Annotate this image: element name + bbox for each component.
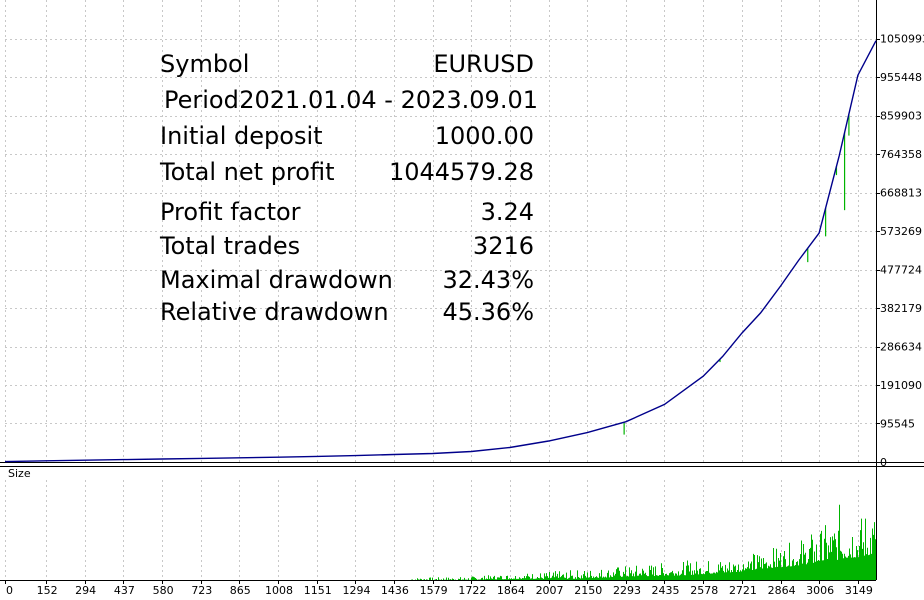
stat-value: EURUSD (433, 50, 534, 78)
y-tick-label: 955448 (880, 71, 922, 84)
x-tick-label: 2578 (690, 584, 718, 597)
x-tick-label: 2864 (768, 584, 796, 597)
y-tick-label: 286634 (880, 341, 922, 354)
stat-label: Relative drawdown (160, 298, 389, 326)
y-tick-label: 668813 (880, 187, 922, 200)
y-tick-label: 859903 (880, 110, 922, 123)
x-tick-label: 1008 (265, 584, 293, 597)
stat-value: 45.36% (442, 298, 534, 326)
stat-value: 2021.01.04 - 2023.09.01 (239, 86, 538, 114)
x-tick-labels: 0 152 294 437 580 723 865 1008 1151 1294 1436 1579 1… (5, 580, 873, 597)
x-tick-label: 865 (230, 584, 251, 597)
x-tick-label: 152 (37, 584, 58, 597)
stat-label: Profit factor (160, 198, 301, 226)
x-tick-label: 1436 (381, 584, 409, 597)
stat-value: 3216 (472, 232, 534, 260)
x-tick-label: 723 (191, 584, 212, 597)
stat-value: 1044579.28 (388, 158, 534, 186)
stat-value: 32.43% (442, 266, 534, 294)
x-tick-label: 1722 (458, 584, 486, 597)
stat-label: Period (164, 86, 239, 114)
x-tick-label: 1294 (342, 584, 370, 597)
stat-label: Maximal drawdown (160, 266, 393, 294)
balance-line (4, 40, 877, 463)
grid-lines (5, 0, 876, 580)
x-tick-label: 3006 (806, 584, 834, 597)
x-tick-label: 1579 (420, 584, 448, 597)
size-panel-title: Size (8, 467, 31, 480)
y-tick-label: 382179 (880, 302, 922, 315)
x-tick-label: 2007 (536, 584, 564, 597)
y-tick-label: 573269 (880, 225, 922, 238)
x-tick-label: 0 (6, 584, 13, 597)
y-tick-label: 764358 (880, 148, 922, 161)
y-tick-labels: 0 95545 191090 286634 382179 477724 573269 6688… (876, 33, 924, 469)
x-tick-label: 437 (114, 584, 135, 597)
stat-label: Symbol (160, 50, 250, 78)
x-tick-label: 1151 (304, 584, 332, 597)
x-tick-label: 2150 (574, 584, 602, 597)
x-tick-label: 294 (75, 584, 96, 597)
x-tick-label: 3149 (845, 584, 873, 597)
x-tick-label: 2721 (729, 584, 757, 597)
stat-row-symbol: Symbol EURUSD (160, 50, 540, 84)
axes (0, 0, 924, 581)
y-tick-label: 191090 (880, 379, 922, 392)
x-tick-label: 2293 (613, 584, 641, 597)
stat-label: Total net profit (160, 158, 335, 186)
x-tick-label: 1864 (497, 584, 525, 597)
y-tick-label: 95545 (880, 417, 915, 430)
y-tick-label: 477724 (880, 264, 922, 277)
stat-label: Initial deposit (160, 122, 323, 150)
stat-row-initial-deposit: Initial deposit 1000.00 (160, 122, 540, 156)
y-tick-label: 0 (880, 456, 887, 469)
series-lines (4, 40, 877, 463)
stat-row-profit-factor: Profit factor 3.24 (160, 198, 540, 232)
stat-row-total-trades: Total trades 3216 (160, 232, 540, 266)
stat-row-period: Period 2021.01.04 - 2023.09.01 (164, 86, 544, 120)
stat-row-maximal-drawdown: Maximal drawdown 32.43% (160, 266, 540, 300)
stat-row-relative-drawdown: Relative drawdown 45.36% (160, 298, 540, 332)
y-tick-label: 1050993 (880, 33, 924, 46)
stat-value: 1000.00 (434, 122, 534, 150)
stat-label: Total trades (160, 232, 301, 260)
volume-bars (411, 504, 877, 580)
stat-value: 3.24 (480, 198, 534, 226)
x-tick-label: 580 (153, 584, 174, 597)
stat-row-total-net-profit: Total net profit 1044579.28 (160, 158, 540, 192)
x-tick-label: 2435 (651, 584, 679, 597)
